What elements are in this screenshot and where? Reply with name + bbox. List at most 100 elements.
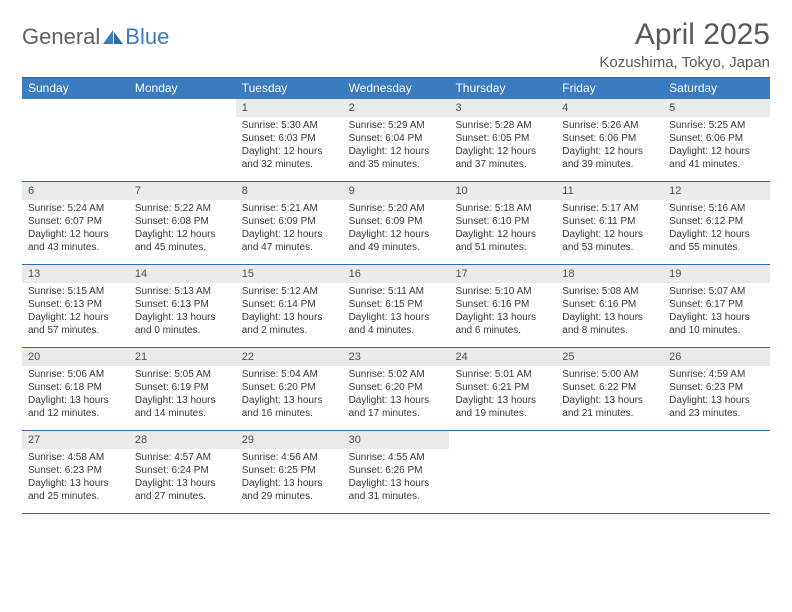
detail-line: Sunset: 6:07 PM bbox=[28, 215, 123, 228]
day-detail: Sunrise: 4:58 AMSunset: 6:23 PMDaylight:… bbox=[22, 451, 129, 503]
day-detail: Sunrise: 5:05 AMSunset: 6:19 PMDaylight:… bbox=[129, 368, 236, 420]
detail-line: Sunrise: 5:16 AM bbox=[669, 202, 764, 215]
detail-line: Sunset: 6:21 PM bbox=[455, 381, 550, 394]
day-number: 8 bbox=[236, 182, 343, 200]
day-cell: 11Sunrise: 5:17 AMSunset: 6:11 PMDayligh… bbox=[556, 182, 663, 264]
detail-line: Sunset: 6:03 PM bbox=[242, 132, 337, 145]
detail-line: and 10 minutes. bbox=[669, 324, 764, 337]
day-number: 22 bbox=[236, 348, 343, 366]
detail-line: Daylight: 12 hours bbox=[242, 145, 337, 158]
week-row: 6 Sunrise: 5:24 AMSunset: 6:07 PMDaylight… bbox=[22, 182, 770, 265]
day-detail: Sunrise: 4:57 AMSunset: 6:24 PMDaylight:… bbox=[129, 451, 236, 503]
detail-line: Sunrise: 5:04 AM bbox=[242, 368, 337, 381]
detail-line: Sunset: 6:11 PM bbox=[562, 215, 657, 228]
day-cell: 18Sunrise: 5:08 AMSunset: 6:16 PMDayligh… bbox=[556, 265, 663, 347]
detail-line: Sunrise: 5:02 AM bbox=[349, 368, 444, 381]
day-number: 19 bbox=[663, 265, 770, 283]
day-cell: 27Sunrise: 4:58 AMSunset: 6:23 PMDayligh… bbox=[22, 431, 129, 513]
detail-line: and 23 minutes. bbox=[669, 407, 764, 420]
detail-line: Daylight: 13 hours bbox=[669, 394, 764, 407]
detail-line: and 31 minutes. bbox=[349, 490, 444, 503]
detail-line: Sunrise: 4:56 AM bbox=[242, 451, 337, 464]
detail-line: Daylight: 12 hours bbox=[349, 145, 444, 158]
detail-line: Sunset: 6:25 PM bbox=[242, 464, 337, 477]
detail-line: Sunset: 6:05 PM bbox=[455, 132, 550, 145]
detail-line: and 14 minutes. bbox=[135, 407, 230, 420]
day-cell: 28Sunrise: 4:57 AMSunset: 6:24 PMDayligh… bbox=[129, 431, 236, 513]
detail-line: Daylight: 13 hours bbox=[242, 311, 337, 324]
detail-line: Sunset: 6:04 PM bbox=[349, 132, 444, 145]
detail-line: Sunrise: 5:00 AM bbox=[562, 368, 657, 381]
detail-line: Daylight: 12 hours bbox=[562, 145, 657, 158]
day-cell: .. bbox=[556, 431, 663, 513]
detail-line: Sunrise: 5:22 AM bbox=[135, 202, 230, 215]
detail-line: Sunrise: 5:01 AM bbox=[455, 368, 550, 381]
day-number: 30 bbox=[343, 431, 450, 449]
logo-sail-icon bbox=[103, 30, 123, 44]
detail-line: and 12 minutes. bbox=[28, 407, 123, 420]
detail-line: Sunrise: 5:17 AM bbox=[562, 202, 657, 215]
detail-line: Daylight: 12 hours bbox=[349, 228, 444, 241]
header: General Blue April 2025 Kozushima, Tokyo… bbox=[22, 18, 770, 71]
detail-line: Daylight: 13 hours bbox=[562, 311, 657, 324]
detail-line: and 39 minutes. bbox=[562, 158, 657, 171]
detail-line: and 29 minutes. bbox=[242, 490, 337, 503]
week-row: ....1Sunrise: 5:30 AMSunset: 6:03 PMDayl… bbox=[22, 99, 770, 182]
detail-line: and 47 minutes. bbox=[242, 241, 337, 254]
page-title: April 2025 bbox=[599, 18, 770, 52]
detail-line: Sunset: 6:16 PM bbox=[562, 298, 657, 311]
detail-line: Sunrise: 5:06 AM bbox=[28, 368, 123, 381]
detail-line: Sunrise: 5:29 AM bbox=[349, 119, 444, 132]
day-number: 10 bbox=[449, 182, 556, 200]
detail-line: and 4 minutes. bbox=[349, 324, 444, 337]
detail-line: Sunrise: 4:58 AM bbox=[28, 451, 123, 464]
detail-line: Daylight: 13 hours bbox=[242, 394, 337, 407]
detail-line: Daylight: 13 hours bbox=[349, 394, 444, 407]
day-number: 29 bbox=[236, 431, 343, 449]
detail-line: Daylight: 12 hours bbox=[455, 228, 550, 241]
day-number: 6 bbox=[22, 182, 129, 200]
week-row: 27Sunrise: 4:58 AMSunset: 6:23 PMDayligh… bbox=[22, 431, 770, 514]
logo: General Blue bbox=[22, 18, 169, 50]
day-cell: 2Sunrise: 5:29 AMSunset: 6:04 PMDaylight… bbox=[343, 99, 450, 181]
detail-line: Sunset: 6:16 PM bbox=[455, 298, 550, 311]
day-number: 16 bbox=[343, 265, 450, 283]
day-number: 3 bbox=[449, 99, 556, 117]
detail-line: Sunrise: 5:26 AM bbox=[562, 119, 657, 132]
day-header: Saturday bbox=[663, 78, 770, 99]
day-detail: Sunrise: 5:29 AMSunset: 6:04 PMDaylight:… bbox=[343, 119, 450, 171]
day-header: Wednesday bbox=[343, 78, 450, 99]
detail-line: Sunrise: 5:30 AM bbox=[242, 119, 337, 132]
day-cell: 3Sunrise: 5:28 AMSunset: 6:05 PMDaylight… bbox=[449, 99, 556, 181]
detail-line: and 35 minutes. bbox=[349, 158, 444, 171]
detail-line: Daylight: 13 hours bbox=[455, 311, 550, 324]
logo-text-blue: Blue bbox=[125, 24, 169, 50]
detail-line: Daylight: 13 hours bbox=[28, 394, 123, 407]
detail-line: and 37 minutes. bbox=[455, 158, 550, 171]
day-number: 17 bbox=[449, 265, 556, 283]
day-detail: Sunrise: 5:02 AMSunset: 6:20 PMDaylight:… bbox=[343, 368, 450, 420]
day-number: 9 bbox=[343, 182, 450, 200]
detail-line: Sunset: 6:23 PM bbox=[28, 464, 123, 477]
day-cell: 24Sunrise: 5:01 AMSunset: 6:21 PMDayligh… bbox=[449, 348, 556, 430]
day-number: 7 bbox=[129, 182, 236, 200]
title-block: April 2025 Kozushima, Tokyo, Japan bbox=[599, 18, 770, 71]
day-detail: Sunrise: 5:24 AMSunset: 6:07 PMDaylight:… bbox=[22, 202, 129, 254]
day-detail: Sunrise: 5:21 AMSunset: 6:09 PMDaylight:… bbox=[236, 202, 343, 254]
detail-line: and 51 minutes. bbox=[455, 241, 550, 254]
detail-line: and 8 minutes. bbox=[562, 324, 657, 337]
detail-line: Daylight: 13 hours bbox=[135, 477, 230, 490]
day-cell: 15Sunrise: 5:12 AMSunset: 6:14 PMDayligh… bbox=[236, 265, 343, 347]
day-number: 11 bbox=[556, 182, 663, 200]
detail-line: Sunset: 6:09 PM bbox=[349, 215, 444, 228]
detail-line: and 6 minutes. bbox=[455, 324, 550, 337]
day-number: 4 bbox=[556, 99, 663, 117]
detail-line: Sunset: 6:20 PM bbox=[242, 381, 337, 394]
day-cell: 29Sunrise: 4:56 AMSunset: 6:25 PMDayligh… bbox=[236, 431, 343, 513]
day-detail: Sunrise: 5:10 AMSunset: 6:16 PMDaylight:… bbox=[449, 285, 556, 337]
day-cell: 17 Sunrise: 5:10 AMSunset: 6:16 PMDayligh… bbox=[449, 265, 556, 347]
detail-line: Sunset: 6:06 PM bbox=[669, 132, 764, 145]
day-number: 18 bbox=[556, 265, 663, 283]
day-cell: 23Sunrise: 5:02 AMSunset: 6:20 PMDayligh… bbox=[343, 348, 450, 430]
day-detail: Sunrise: 5:25 AMSunset: 6:06 PMDaylight:… bbox=[663, 119, 770, 171]
